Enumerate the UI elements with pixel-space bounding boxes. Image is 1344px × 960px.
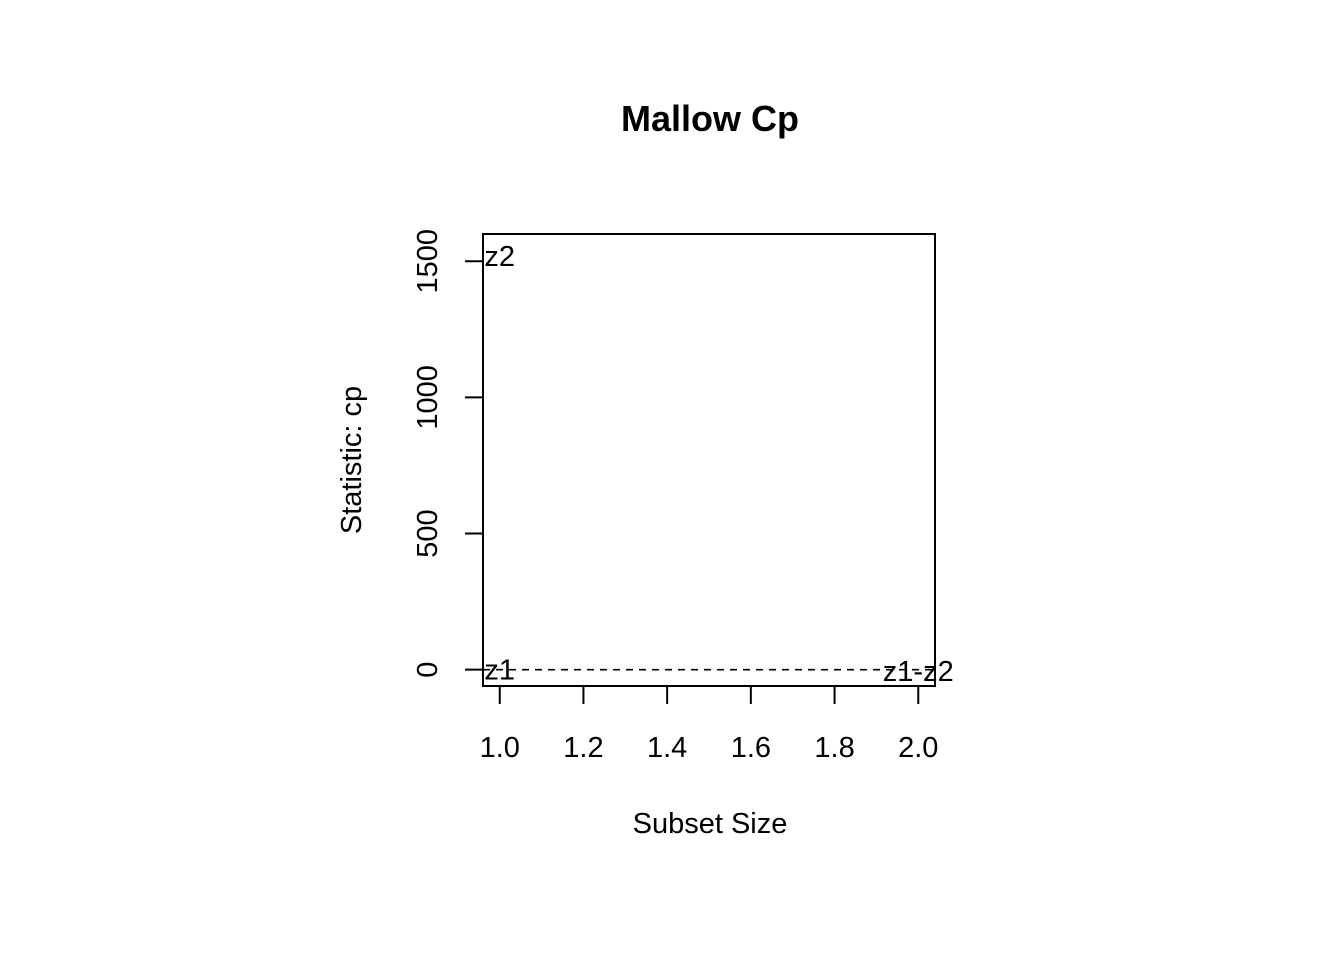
y-tick-label: 1500 <box>412 229 444 294</box>
chart-title: Mallow Cp <box>621 98 799 139</box>
y-tick-label: 1000 <box>412 365 444 430</box>
point-label-z2: z2 <box>484 241 515 273</box>
y-axis-label: Statistic: cp <box>336 386 368 534</box>
y-tick-label: 0 <box>412 662 444 678</box>
x-tick-label: 1.2 <box>563 732 603 764</box>
x-tick-label: 1.6 <box>731 732 771 764</box>
x-axis-label: Subset Size <box>633 808 788 840</box>
point-label-z1-z2: z1-z2 <box>883 656 954 688</box>
plot-frame <box>482 233 936 687</box>
x-tick-label: 1.0 <box>480 732 520 764</box>
x-tick-label: 1.8 <box>814 732 854 764</box>
point-label-z1: z1 <box>484 655 515 687</box>
y-axis: 0 500 1000 1500 <box>412 229 484 678</box>
y-tick-label: 500 <box>412 509 444 557</box>
x-tick-label: 1.4 <box>647 732 687 764</box>
x-axis: 1.0 1.2 1.4 1.6 1.8 2.0 <box>480 685 938 764</box>
point-labels: z1 z2 z1-z2 <box>484 241 953 688</box>
x-tick-label: 2.0 <box>898 732 938 764</box>
